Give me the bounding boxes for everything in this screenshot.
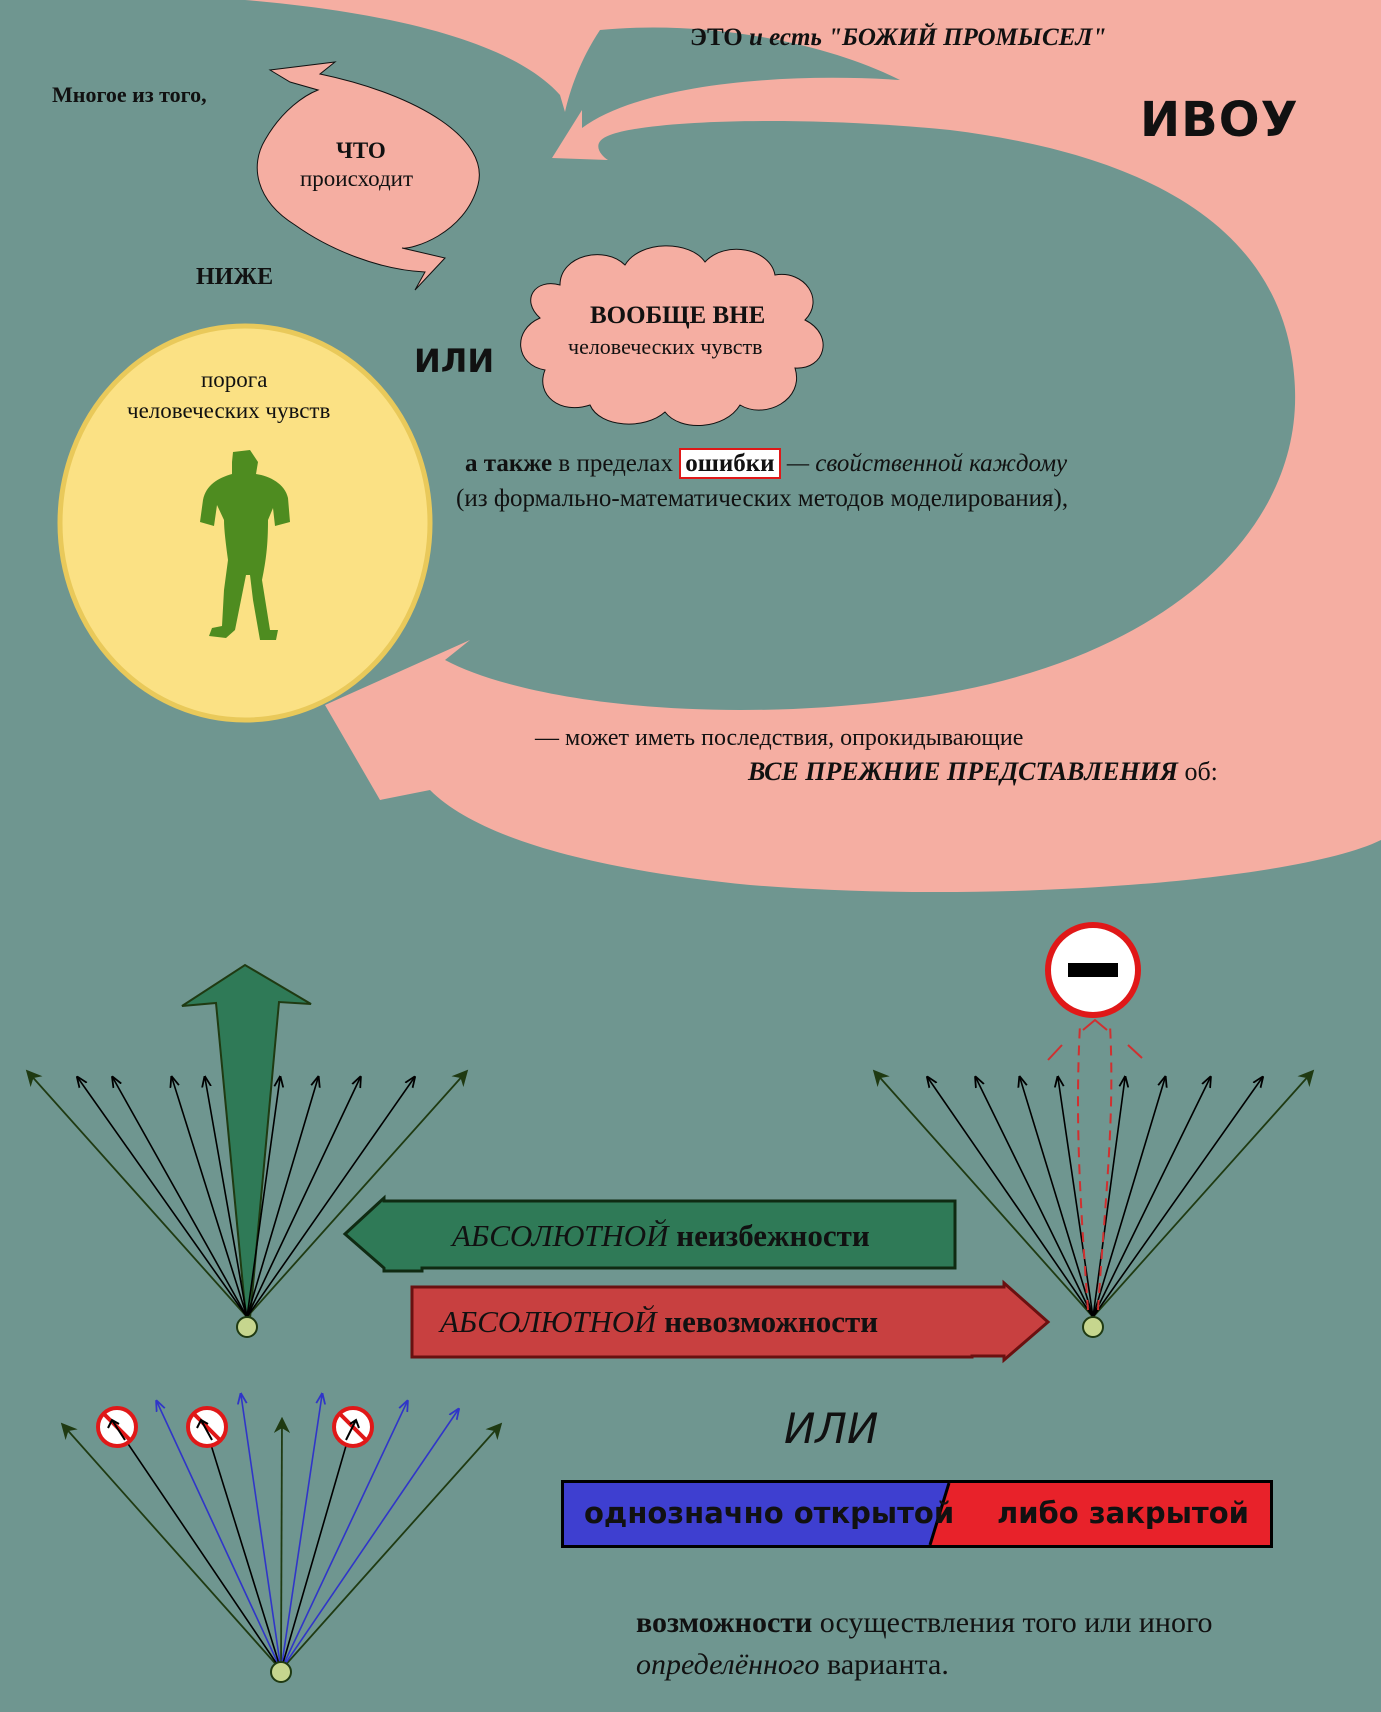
red-right-block-arrow: [410, 1279, 1051, 1364]
error-sentence: а также в пределах ошибки — свойственной…: [465, 448, 1068, 479]
or-label-bottom: ИЛИ: [784, 1404, 879, 1453]
much-of-text: Многое из того,: [52, 82, 207, 107]
threshold-label: порога: [201, 367, 268, 392]
inevitability-label: АБСОЛЮТНОЙ неизбежности: [452, 1218, 870, 1253]
what-label: ЧТО: [336, 138, 386, 163]
pink-cloud: [520, 245, 824, 426]
open-closed-bar: однозначно открытой либо закрытой: [561, 1480, 1273, 1548]
possibility-text: возможности осуществления того или иного: [636, 1606, 1213, 1639]
right-fan: [872, 1018, 1315, 1338]
error-highlight: ошибки: [679, 448, 781, 479]
closed-label: либо закрытой: [997, 1496, 1249, 1530]
no-entry-sign-icon: [1045, 922, 1141, 1018]
beyond-label: ВООБЩЕ ВНЕ: [590, 302, 766, 329]
human-senses-label: человеческих чувств: [127, 398, 331, 423]
green-left-block-arrow: [342, 1194, 957, 1273]
below-label: НИЖЕ: [196, 264, 274, 290]
may-have-text: — может иметь последствия, опрокидывающи…: [535, 725, 1024, 751]
providence-caption: ЭТО и есть "БОЖИЙ ПРОМЫСЕЛ": [690, 24, 1107, 51]
variant-text: определённого варианта.: [636, 1648, 949, 1681]
left-fan: [25, 1069, 469, 1338]
all-former-text: ВСЕ ПРЕЖНИЕ ПРЕДСТАВЛЕНИЯ об:: [748, 757, 1218, 786]
ivou-title: ИВОУ: [1140, 92, 1299, 148]
open-label: однозначно открытой: [584, 1496, 955, 1530]
prohibited-direction-icon: [96, 1406, 138, 1448]
bottom-fan: [60, 1395, 503, 1683]
person-silhouette-icon: [200, 450, 290, 640]
pink-small-swirl: [256, 61, 480, 291]
prohibited-direction-icon: [332, 1406, 374, 1448]
prohibited-direction-icon: [186, 1406, 228, 1448]
beyond-senses-label: человеческих чувств: [568, 334, 763, 359]
impossibility-label: АБСОЛЮТНОЙ невозможности: [440, 1304, 879, 1339]
or-label-top: ИЛИ: [414, 342, 495, 380]
methods-text: (из формально-математических методов мод…: [456, 485, 1069, 512]
happens-label: происходит: [300, 166, 414, 191]
pink-swirl-shape: [245, 0, 1381, 893]
